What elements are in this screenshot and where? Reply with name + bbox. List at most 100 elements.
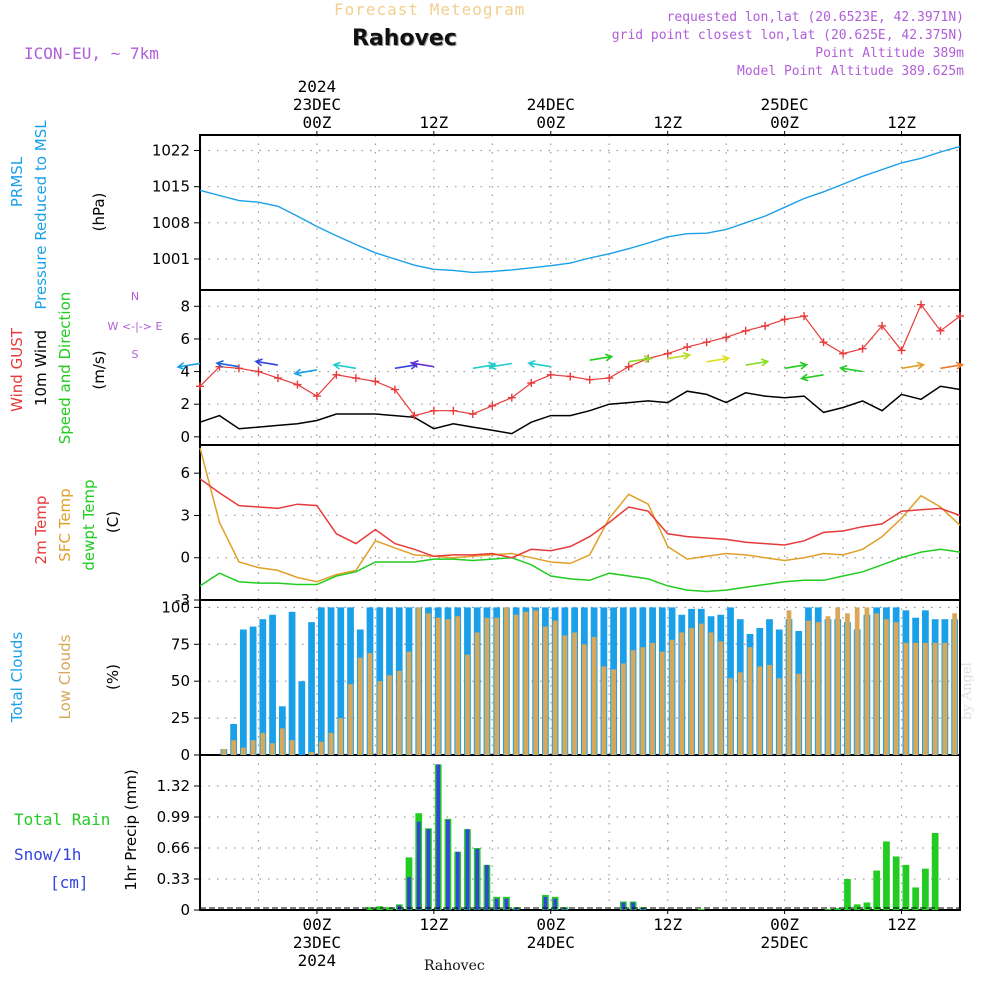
low-cloud-bar [357,657,363,755]
rain-bar [912,887,920,910]
snow-bar [640,908,645,910]
total-cloud-bar [308,622,315,755]
gust-marker [663,349,672,358]
wind-direction-arrow [215,360,240,369]
model-altitude: Model Point Altitude 389.625m [737,64,964,79]
y-tick-label: 50 [171,672,190,690]
dewpt-label: dewpt Temp [80,479,98,570]
low-cloud-bar [737,672,743,755]
rain-bar [824,909,832,910]
time-label-top: 12Z [653,113,682,132]
wind-direction-arrow [176,362,201,371]
pressure-line [199,145,961,274]
snow-bar [485,864,489,910]
time-label-bottom: 25DEC [761,933,809,952]
snow-bar [426,829,431,910]
snow-bar [436,764,441,910]
rain-bar [931,832,939,910]
low-cloud-bar [757,666,763,755]
total-cloud-bar [327,607,335,755]
gust-marker [254,367,263,376]
rain-bar [922,868,929,910]
low-cloud-bar [952,613,957,755]
temp2m-label: 2m Temp [32,496,50,565]
low-cloud-bar [367,653,373,755]
y-tick-label: 0 [180,746,190,764]
pressure-label-2: Pressure Reduced to MSL [32,120,50,310]
gust-marker [293,380,302,389]
snow-unit-label: [cm] [50,873,89,892]
low-cloud-bar [445,619,451,755]
low-cloud-bar [504,607,509,755]
rain-bar [853,904,861,910]
low-cloud-bar [796,673,802,755]
low-cloud-bar [864,607,870,755]
low-cloud-bar [338,718,344,755]
gust-marker [605,374,614,383]
low-cloud-bar [270,743,275,755]
low-cloud-bar [767,664,772,755]
wind-unit: (m/s) [90,350,108,389]
gust-marker [722,333,731,342]
gust-marker [956,312,964,321]
low-cloud-bar [289,740,295,755]
low-cloud-bar [328,732,334,755]
gust-marker [390,385,399,394]
low-cloud-bar [591,636,597,755]
low-cloud-bar [513,614,519,755]
low-cloud-bar [835,607,841,755]
low-cloud-bar [396,670,402,755]
gust-marker [371,377,380,386]
sfc-temp-line [199,447,961,583]
total-cloud-bar [347,607,354,755]
gust-marker [312,392,321,401]
wind-direction-arrow [799,373,824,382]
snow-bar [446,819,450,910]
time-label-bottom: 24DEC [527,933,575,952]
wind-direction-arrow [488,362,512,371]
sfc-temp-label: SFC Temp [56,488,74,561]
gust-marker [936,326,945,335]
total-cloud-bar [259,619,267,755]
gust-marker [351,374,360,383]
wind-direction-arrow [706,355,731,364]
low-cloud-bar [669,639,675,755]
low-cloud-bar [523,611,529,755]
low-cloud-bar [728,678,733,755]
wind-direction-arrow [628,355,653,364]
low-cloud-bar [903,642,909,755]
y-tick-label: 2 [180,395,190,413]
low-cloud-bar [640,647,646,755]
y-tick-label: 0.66 [157,839,190,857]
snow-bar [455,851,460,910]
time-label-top: 00Z [302,113,331,132]
gust-marker [196,382,204,391]
snow-bar [416,821,421,910]
time-label-top: 23DEC [293,95,341,114]
y-tick-label: 25 [171,709,190,727]
wind-direction-arrow [838,364,863,373]
low-cloud-bar [309,752,314,755]
low-cloud-bar [231,740,236,755]
snow-bar [494,898,499,910]
point-altitude: Point Altitude 389m [815,46,964,61]
low-cloud-bar [932,642,938,755]
y-tick-label: 1001 [152,250,190,268]
y-tick-label: 6 [180,330,190,348]
snow-bar [504,898,509,910]
y-tick-label: 8 [180,297,190,315]
y-tick-label: 0 [180,549,190,567]
speed-direction-label: Speed and Direction [56,292,74,445]
y-tick-label: 100 [161,598,190,616]
snow-bar [407,877,411,910]
panel-frame-pressure [199,134,961,291]
pressure-label-1: PRMSL [8,156,26,207]
snow-bar [465,829,470,910]
snow-bar [553,898,558,910]
wind-direction-arrow [589,353,614,362]
low-cloud-bar [465,654,470,755]
time-label-top: 2024 [298,77,337,96]
rain-bar [386,907,393,910]
gust-marker [546,370,555,379]
gust-marker [761,321,770,330]
